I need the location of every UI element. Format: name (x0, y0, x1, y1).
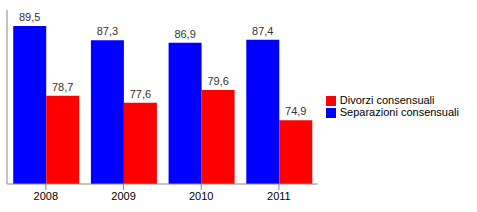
svg-text:74,9: 74,9 (285, 105, 306, 117)
svg-text:2008: 2008 (34, 190, 58, 202)
svg-text:2009: 2009 (111, 190, 135, 202)
svg-text:2011: 2011 (267, 190, 291, 202)
svg-text:87,4: 87,4 (252, 25, 273, 37)
svg-text:86,9: 86,9 (174, 28, 195, 40)
svg-text:89,5: 89,5 (19, 11, 40, 23)
svg-text:77,6: 77,6 (130, 88, 151, 100)
html-text:Divorzi consensuali: Divorzi consensuali (339, 93, 435, 106)
svg-text:87,3: 87,3 (97, 25, 118, 37)
svg-text:2010: 2010 (189, 190, 213, 202)
html-text:Separazioni consensuali: Separazioni consensuali (339, 106, 459, 118)
svg-text:78,7: 78,7 (52, 81, 73, 93)
svg-text:79,6: 79,6 (207, 75, 228, 87)
